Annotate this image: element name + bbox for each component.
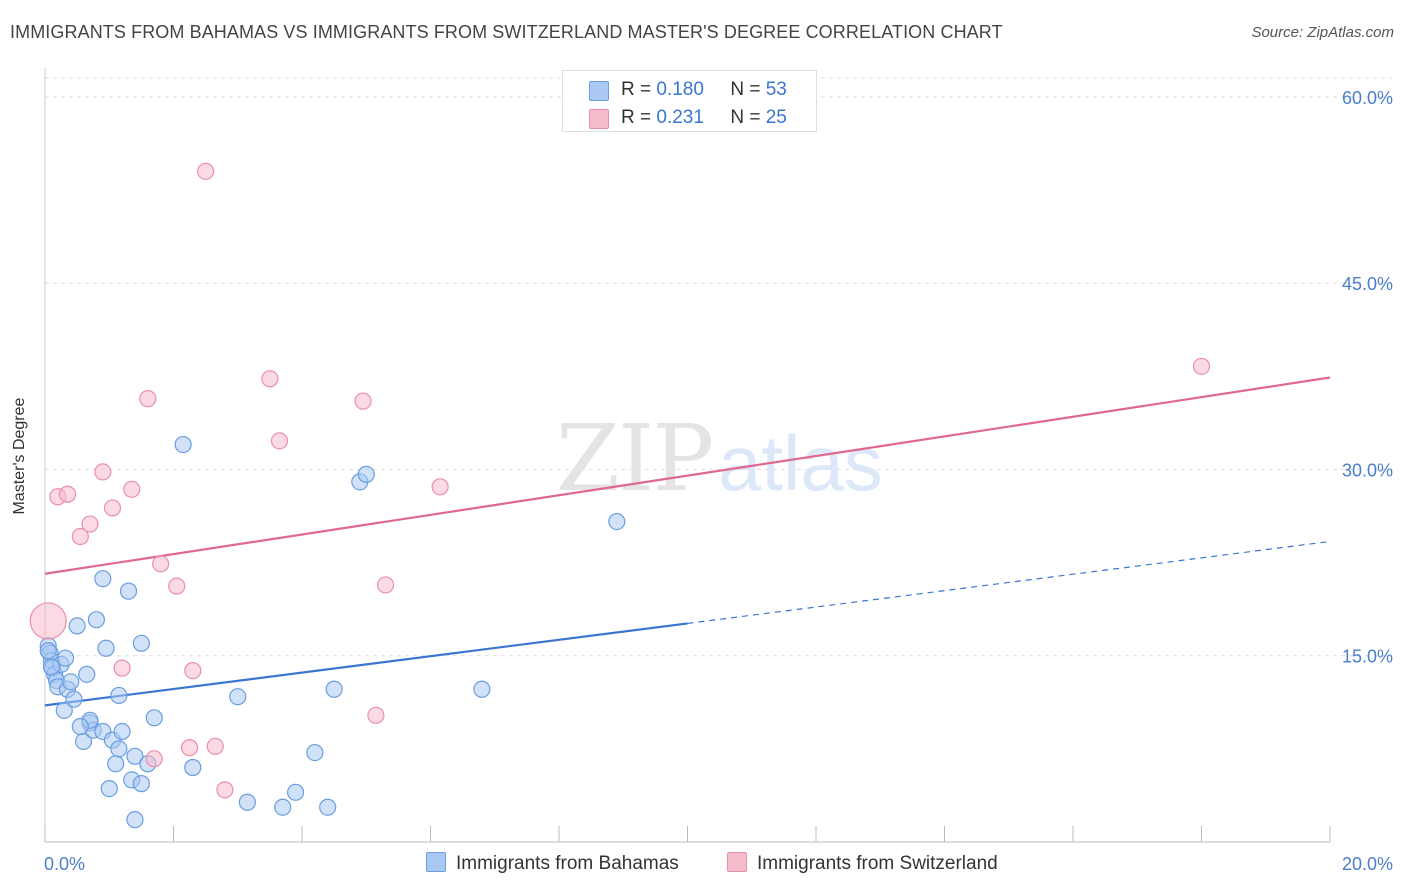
point-bahamas <box>87 611 106 629</box>
point-switzerland <box>139 390 157 408</box>
legend-r-value: 0.231 <box>656 107 704 128</box>
watermark-atlas: atlas <box>718 419 883 507</box>
point-bahamas <box>94 570 112 588</box>
legend-r-label: R = <box>621 107 652 128</box>
point-switzerland <box>216 781 234 799</box>
point-bahamas <box>325 680 343 698</box>
point-bahamas <box>126 811 144 829</box>
x-tick-label-min: 0.0% <box>44 854 85 874</box>
legend-r-value: 0.180 <box>656 79 704 100</box>
point-switzerland <box>376 576 395 594</box>
point-bahamas <box>274 798 292 816</box>
point-switzerland <box>81 515 99 533</box>
point-bahamas <box>78 665 96 683</box>
legend-r-label: R = <box>621 79 652 100</box>
point-bahamas <box>319 798 337 816</box>
point-switzerland <box>180 739 199 757</box>
point-bahamas <box>174 435 192 454</box>
point-bahamas <box>184 758 202 777</box>
point-bahamas <box>132 775 150 793</box>
series-legend-label-bahamas: Immigrants from Bahamas <box>456 853 679 874</box>
point-bahamas <box>145 709 163 727</box>
point-switzerland <box>1192 357 1211 375</box>
point-switzerland <box>261 370 279 388</box>
point-bahamas <box>55 701 73 719</box>
point-switzerland <box>184 662 202 680</box>
x-tick-label-max: 20.0% <box>1342 854 1393 874</box>
point-bahamas <box>229 688 247 706</box>
point-bahamas <box>110 686 128 705</box>
point-bahamas <box>286 783 305 801</box>
points-layer <box>29 162 1211 829</box>
point-switzerland <box>206 737 224 755</box>
point-switzerland <box>29 602 67 640</box>
point-bahamas <box>68 617 86 635</box>
point-bahamas <box>39 642 57 660</box>
legend-n-value: 53 <box>765 79 787 100</box>
chart-source: Source: ZipAtlas.com <box>1251 24 1394 41</box>
point-bahamas <box>608 512 626 531</box>
point-bahamas <box>97 639 115 657</box>
point-bahamas <box>306 743 324 762</box>
point-bahamas <box>126 747 144 765</box>
trendline-bahamas <box>44 622 688 707</box>
y-tick-label: 30.0% <box>1342 460 1393 480</box>
point-bahamas <box>65 690 83 708</box>
point-switzerland <box>113 659 131 677</box>
trendline-switzerland <box>44 376 1331 575</box>
point-switzerland <box>152 555 170 573</box>
point-switzerland <box>270 432 289 450</box>
point-switzerland <box>354 392 372 410</box>
point-bahamas <box>110 740 128 758</box>
legend-n-label: N = <box>730 79 761 100</box>
tick-label-layer: 15.0% 30.0% 45.0% 60.0% 0.0% 20.0% <box>44 88 1393 874</box>
chart-title: IMMIGRANTS FROM BAHAMAS VS IMMIGRANTS FR… <box>10 22 1003 42</box>
legend-swatch-bahamas <box>589 81 609 101</box>
watermark: ZIP atlas <box>556 405 883 512</box>
point-switzerland <box>103 499 122 517</box>
y-axis-title: Master's Degree <box>11 397 28 515</box>
point-switzerland <box>123 480 141 498</box>
trendline-bahamas-extension <box>687 540 1331 625</box>
point-bahamas <box>56 649 75 667</box>
y-tick-label: 45.0% <box>1342 274 1393 294</box>
point-bahamas <box>473 680 491 698</box>
point-switzerland <box>431 478 449 496</box>
stats-legend: R = 0.180 N = 53 R = 0.231 N = 25 <box>562 70 817 132</box>
point-bahamas <box>100 779 118 798</box>
legend-swatch-switzerland <box>589 109 609 129</box>
legend-n-label: N = <box>730 107 761 128</box>
point-switzerland <box>367 706 385 724</box>
point-switzerland <box>58 485 77 503</box>
trend-layer <box>44 376 1331 707</box>
point-bahamas <box>42 658 61 676</box>
legend-n-value: 25 <box>765 107 787 128</box>
point-switzerland <box>94 463 112 481</box>
point-bahamas <box>107 755 125 773</box>
y-tick-label: 60.0% <box>1342 88 1393 108</box>
y-tick-label: 15.0% <box>1342 647 1393 667</box>
series-legend-switzerland: Immigrants from Switzerland <box>727 852 998 875</box>
point-bahamas <box>62 673 80 691</box>
point-switzerland <box>168 577 186 595</box>
grid-layer <box>45 77 1392 657</box>
point-bahamas <box>357 465 375 483</box>
point-bahamas <box>71 717 89 736</box>
series-legend-swatch-bahamas <box>426 852 446 872</box>
point-switzerland <box>197 162 215 180</box>
series-legend-bahamas: Immigrants from Bahamas <box>426 852 679 875</box>
point-switzerland <box>71 527 89 546</box>
watermark-zip: ZIP <box>556 405 712 512</box>
series-legend-label-switzerland: Immigrants from Switzerland <box>757 853 998 874</box>
point-switzerland <box>145 750 163 768</box>
point-bahamas <box>119 582 138 600</box>
point-bahamas <box>113 722 131 741</box>
point-bahamas <box>238 793 256 811</box>
axis-layer <box>44 68 1331 843</box>
point-bahamas <box>132 634 150 652</box>
series-legend-swatch-switzerland <box>727 852 747 872</box>
